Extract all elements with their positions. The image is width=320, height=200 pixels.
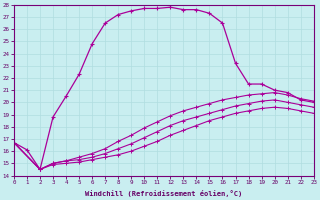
X-axis label: Windchill (Refroidissement éolien,°C): Windchill (Refroidissement éolien,°C) (85, 190, 243, 197)
